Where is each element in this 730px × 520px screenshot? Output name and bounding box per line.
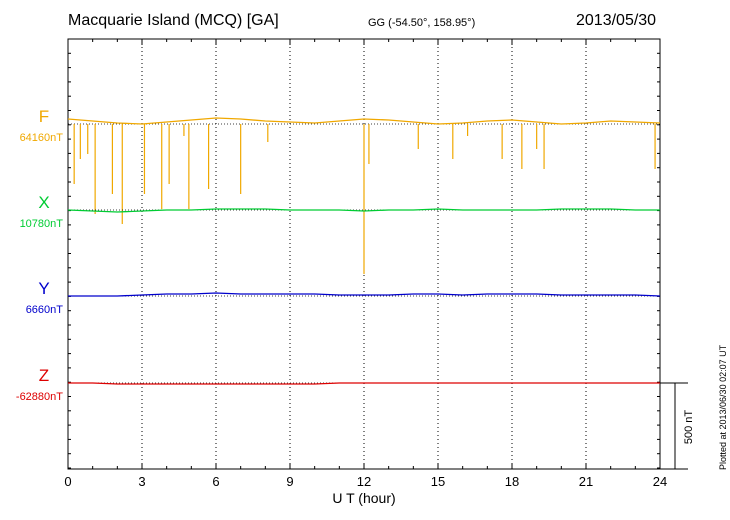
x-ticks: 0 3 6 9 12 15 18 21 24 (64, 38, 667, 489)
series-name-x: X (38, 193, 49, 212)
x-tick-label: 18 (505, 474, 519, 489)
series-line-x (67, 208, 660, 213)
station-coordinates: GG (-54.50°, 158.95°) (368, 17, 476, 29)
series-name-f: F (39, 107, 49, 126)
series-line-z (68, 382, 660, 385)
scale-bar: 500 nT (660, 382, 695, 470)
x-tick-label: 15 (431, 474, 445, 489)
series-name-z: Z (39, 366, 49, 385)
series-line-f (67, 117, 661, 125)
x-tick-label: 9 (286, 474, 293, 489)
x-tick-label: 3 (138, 474, 145, 489)
x-tick-label: 0 (64, 474, 71, 489)
series-labels: F 64160nT X 10780nT Y 6660nT Z -62880nT (16, 107, 63, 403)
series-baseline-label-f: 64160nT (20, 132, 64, 144)
series-name-y: Y (38, 279, 49, 298)
series-baseline-label-z: -62880nT (16, 391, 63, 403)
x-tick-label: 21 (579, 474, 593, 489)
series-baseline-label-x: 10780nT (20, 218, 64, 230)
series-line-y (68, 292, 661, 297)
x-tick-label: 6 (212, 474, 219, 489)
series-group (67, 117, 661, 385)
series-baseline-label-y: 6660nT (26, 304, 64, 316)
x-axis-label: U T (hour) (332, 490, 395, 506)
scale-bar-label: 500 nT (683, 410, 695, 445)
x-tick-label: 12 (357, 474, 371, 489)
x-tick-label: 24 (653, 474, 667, 489)
chart-date: 2013/05/30 (576, 12, 657, 29)
chart-title: Macquarie Island (MCQ) [GA] (68, 12, 279, 29)
